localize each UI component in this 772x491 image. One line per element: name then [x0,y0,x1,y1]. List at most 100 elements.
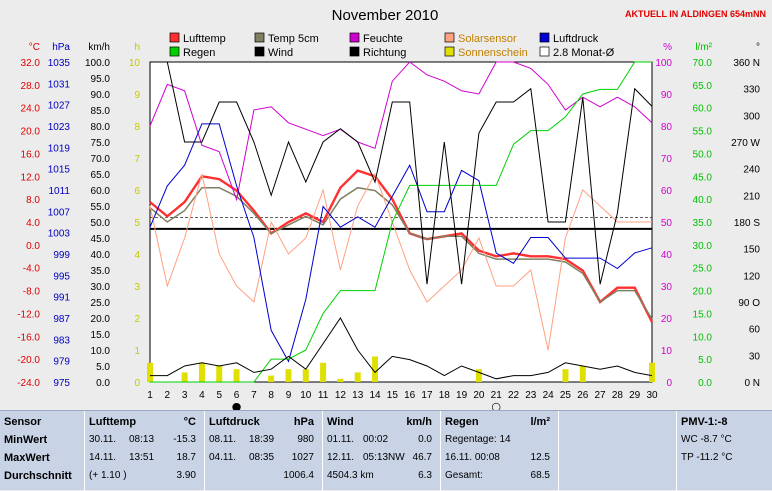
x-tick-6: 6 [234,390,240,401]
lufttemp-min-date: 30.11. [89,434,117,445]
sunshine-bar-10 [302,369,309,382]
legend-label-5: Regen [183,47,215,59]
legend-label-1: Temp 5cm [268,33,319,45]
series-line-feuchte [149,61,653,202]
sun_h-axis-unit: h [134,42,140,53]
wind-min-value: 0.0 [418,434,432,445]
wind_kmh-tick-0: 100.0 [85,58,110,69]
sunshine-bar-30 [649,362,655,382]
temp_c-tick-12: -16.0 [17,332,40,343]
lufttemp-avg-note: (+ 1.10 ) [89,470,127,481]
legend-swatch-2 [349,32,360,43]
x-tick-1: 1 [147,390,153,401]
x-tick-21: 21 [491,390,503,401]
sun_h-tick-5: 5 [134,218,140,229]
pressure_hpa-tick-6: 1011 [48,186,70,197]
series-line-temp-5cm [149,186,653,320]
x-tick-4: 4 [199,390,205,401]
wind_kmh-tick-14: 30.0 [91,282,111,293]
humidity_pct-tick-1: 90 [661,90,673,101]
wind_kmh-tick-19: 5.0 [96,362,110,373]
rain_lm2-tick-10: 20.0 [693,287,713,298]
lufttemp-min-time: 08:13 [129,434,155,445]
humidity_pct-tick-0: 100 [655,58,672,69]
rain_lm2-tick-5: 45.0 [693,172,713,183]
minwert-label: MinWert [4,434,48,446]
x-tick-18: 18 [439,390,451,401]
x-tick-22: 22 [508,390,520,401]
wind-avg-value: 6.3 [418,470,432,481]
wind_kmh-tick-17: 15.0 [91,330,111,341]
pressure_hpa-tick-5: 1015 [48,165,71,176]
sunshine-bar-11 [320,362,327,382]
regen-total-label: Gesamt: [445,470,483,481]
luftdruck-avg-value: 1006.4 [283,470,314,481]
wind_kmh-tick-7: 65.0 [91,170,111,181]
rain_lm2-tick-9: 25.0 [693,264,713,275]
direction_deg-tick-4: 240 [743,165,760,176]
pressure_hpa-axis-unit: hPa [52,42,70,53]
lufttemp-avg-value: 3.90 [176,470,196,481]
x-tick-14: 14 [369,390,381,401]
wind_kmh-tick-11: 45.0 [91,234,111,245]
x-tick-29: 29 [629,390,641,401]
rain_lm2-tick-13: 5.0 [698,355,712,366]
wind-head: Wind [327,416,354,428]
lufttemp-head: Lufttemp [89,416,137,428]
wind-column: Wind km/h 01.11. 00:02 0.0 12.11. 05:13NW 46.… [323,411,441,491]
sun_h-tick-9: 1 [134,346,140,357]
temp_c-tick-0: 32.0 [21,58,41,69]
legend-label-0: Lufttemp [183,33,226,45]
humidity_pct-tick-6: 40 [661,250,673,261]
x-tick-5: 5 [216,390,222,401]
maxwert-label: MaxWert [4,452,50,464]
luftdruck-min-time: 18:39 [249,434,275,445]
humidity_pct-tick-5: 50 [661,218,673,229]
lufttemp-column: Lufttemp °C 30.11. 08:13 -15.3 14.11. 13:51 1… [85,411,205,491]
regen-column: Regen l/m² Regentage: 14 16.11. 00:08 12.5… [441,411,559,491]
sun_h-tick-8: 2 [134,314,140,325]
sunshine-bar-20 [475,369,482,382]
sun_h-tick-2: 8 [134,122,140,133]
temp_c-tick-8: 0.0 [26,241,40,252]
legend-swatch-4 [539,32,550,43]
pressure_hpa-tick-0: 1035 [48,58,71,69]
legend-swatch-1 [254,32,265,43]
sunshine-bar-6 [233,369,240,382]
direction_deg-tick-0: 360 N [733,58,760,69]
x-tick-30: 30 [646,390,658,401]
legend-swatch-8 [444,46,455,57]
sun_h-tick-4: 6 [134,186,140,197]
x-tick-13: 13 [352,390,364,401]
temp_c-tick-11: -12.0 [17,309,40,320]
rain_lm2-tick-2: 60.0 [693,104,713,115]
direction_deg-tick-10: 60 [749,325,761,336]
wind_kmh-tick-1: 95.0 [91,74,111,85]
wind-distance: 4504.3 km [327,470,374,481]
rain_lm2-tick-14: 0.0 [698,378,712,389]
temp_c-tick-13: -20.0 [17,355,40,366]
direction_deg-tick-2: 300 [743,111,760,122]
wind_kmh-tick-16: 20.0 [91,314,111,325]
rain_lm2-tick-11: 15.0 [693,309,713,320]
rain_lm2-tick-7: 35.0 [693,218,713,229]
legend-label-6: Wind [268,47,293,59]
pressure_hpa-tick-3: 1023 [48,122,71,133]
temp_c-tick-6: 8.0 [26,195,40,206]
luftdruck-min-value: 980 [297,434,314,445]
rain_lm2-tick-1: 65.0 [693,81,713,92]
rain_lm2-tick-4: 50.0 [693,149,713,160]
luftdruck-unit: hPa [293,416,314,428]
wind_kmh-tick-20: 0.0 [96,378,110,389]
sun_h-tick-0: 10 [129,58,141,69]
humidity_pct-tick-9: 10 [661,346,673,357]
x-tick-2: 2 [165,390,171,401]
sunshine-bar-12 [337,378,344,382]
pressure_hpa-tick-10: 995 [53,271,70,282]
temp_c-tick-9: -4.0 [23,264,41,275]
regen-max-date: 16.11. 00:08 [445,452,500,463]
x-tick-11: 11 [318,390,329,401]
rain_lm2-tick-12: 10.0 [693,332,713,343]
stats-panel: Sensor MinWert MaxWert Durchschnitt Luft… [0,410,772,491]
rain_lm2-tick-8: 30.0 [693,241,713,252]
